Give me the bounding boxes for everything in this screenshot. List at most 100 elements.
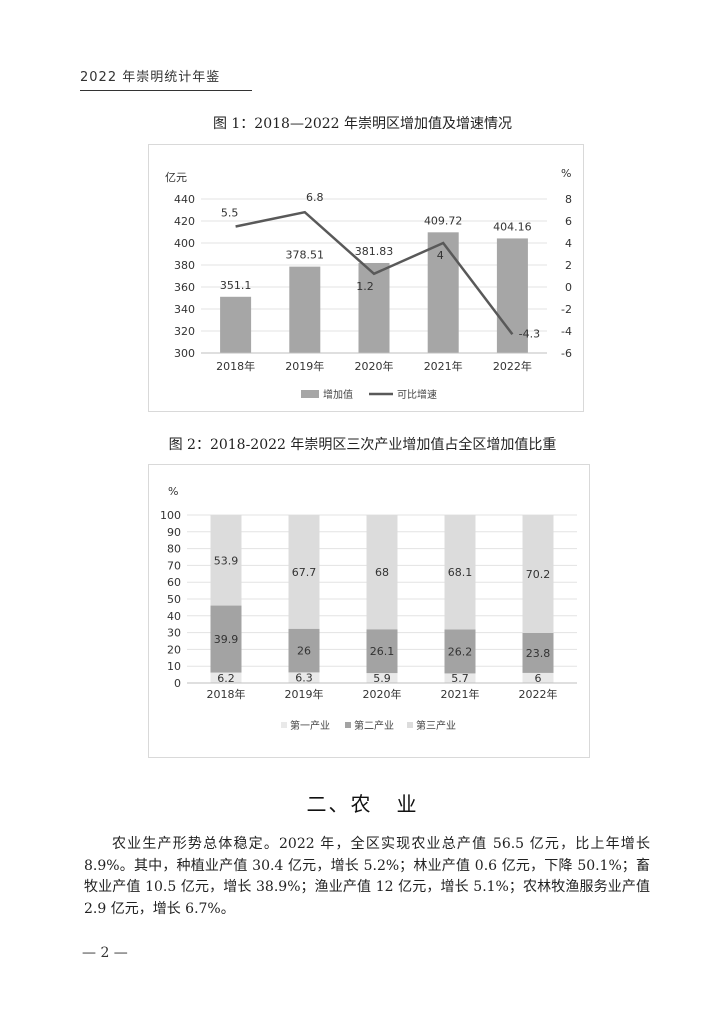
segment-data-label: 68.1 bbox=[448, 566, 473, 579]
line-data-label: 5.5 bbox=[221, 207, 239, 220]
x-tick-label: 2022年 bbox=[493, 359, 532, 373]
x-tick-label: 2019年 bbox=[285, 687, 324, 701]
bar-value bbox=[358, 262, 390, 353]
bar-data-label: 381.83 bbox=[355, 245, 394, 258]
agriculture-paragraph: 农业生产形势总体稳定。2022 年，全区实现农业总产值 56.5 亿元，比上年增… bbox=[84, 836, 650, 917]
x-tick-label: 2019年 bbox=[285, 359, 324, 373]
y-right-tick-label: 8 bbox=[565, 193, 572, 206]
y-left-tick-label: 400 bbox=[174, 237, 195, 250]
legend-swatch bbox=[407, 722, 413, 728]
figure-1-svg: 300 320 340 360 380 400 420 440 -6 -4 -2 0 2 4 6 8 亿元 % 35… bbox=[165, 167, 572, 401]
line-data-label: -4.3 bbox=[519, 327, 540, 340]
running-header: 2022 年崇明统计年鉴 bbox=[80, 66, 252, 91]
figure-2-svg: 0 10 20 30 40 50 60 70 80 90 100% 6.2 39.9 53.9 2018年 6… bbox=[160, 485, 577, 732]
stacked-bar-segment bbox=[366, 629, 398, 674]
segment-data-label: 39.9 bbox=[214, 633, 239, 646]
x-tick-label: 2020年 bbox=[363, 687, 402, 701]
legend-label: 第二产业 bbox=[354, 719, 394, 732]
y-tick-label: 80 bbox=[167, 543, 181, 556]
stacked-bar-segment bbox=[210, 672, 242, 683]
stacked-bar-segment bbox=[288, 672, 320, 683]
bar-data-label: 404.16 bbox=[493, 220, 532, 233]
y-left-tick-label: 340 bbox=[174, 303, 195, 316]
x-tick-label: 2022年 bbox=[519, 687, 558, 701]
line-data-label: 6.8 bbox=[306, 191, 324, 204]
legend-label: 可比增速 bbox=[397, 388, 437, 401]
figure-2-chart: 0 10 20 30 40 50 60 70 80 90 100% 6.2 39.9 53.9 2018年 6… bbox=[148, 464, 590, 758]
y-tick-label: 90 bbox=[167, 526, 181, 539]
section-title-part-2: 业 bbox=[396, 792, 419, 816]
segment-data-label: 70.2 bbox=[526, 568, 551, 581]
stacked-bar-segment bbox=[522, 632, 554, 673]
bar-value bbox=[289, 266, 321, 353]
page-number: — 2 — bbox=[82, 945, 128, 961]
y-tick-label: 50 bbox=[167, 593, 181, 606]
legend-label: 第三产业 bbox=[416, 719, 456, 732]
legend-swatch-bar bbox=[301, 390, 319, 398]
figure-1-chart: 300 320 340 360 380 400 420 440 -6 -4 -2 0 2 4 6 8 亿元% 35… bbox=[148, 144, 584, 412]
y-tick-label: 70 bbox=[167, 559, 181, 572]
stacked-bar-segment bbox=[210, 605, 242, 673]
segment-data-label: 5.7 bbox=[451, 672, 469, 685]
y-right-tick-label: -2 bbox=[561, 303, 572, 316]
y-right-tick-label: 4 bbox=[565, 237, 572, 250]
y-right-unit: % bbox=[561, 167, 571, 180]
y-right-tick-label: -6 bbox=[561, 347, 572, 360]
legend-label: 增加值 bbox=[323, 388, 353, 401]
y-tick-label: 20 bbox=[167, 643, 181, 656]
y-right-tick-label: -4 bbox=[561, 325, 572, 338]
y-tick-label: 0 bbox=[174, 677, 181, 690]
y-unit: % bbox=[168, 485, 178, 498]
bar-value bbox=[220, 296, 252, 353]
y-left-tick-label: 440 bbox=[174, 193, 195, 206]
segment-data-label: 6.2 bbox=[217, 672, 235, 685]
x-tick-label: 2018年 bbox=[207, 687, 246, 701]
x-tick-label: 2021年 bbox=[424, 359, 463, 373]
segment-data-label: 26.2 bbox=[448, 645, 473, 658]
section-number: 二、 bbox=[306, 792, 351, 816]
x-tick-label: 2020年 bbox=[355, 359, 394, 373]
x-tick-label: 2021年 bbox=[441, 687, 480, 701]
growth-rate-line bbox=[235, 210, 514, 336]
x-tick-label: 2018年 bbox=[216, 359, 255, 373]
stacked-bar-segment bbox=[366, 673, 398, 683]
y-tick-label: 40 bbox=[167, 610, 181, 623]
y-right-tick-label: 0 bbox=[565, 281, 572, 294]
y-tick-label: 60 bbox=[167, 576, 181, 589]
segment-data-label: 53.9 bbox=[214, 554, 239, 567]
stacked-bar-segment bbox=[444, 629, 476, 674]
figure-1-title: 图 1：2018—2022 年崇明区增加值及增速情况 bbox=[212, 116, 513, 132]
segment-data-label: 68 bbox=[375, 566, 389, 579]
segment-data-label: 23.8 bbox=[526, 647, 551, 660]
section-title-part-1: 农 bbox=[350, 792, 373, 816]
stacked-bar-segment bbox=[288, 515, 320, 629]
stacked-bar-segment bbox=[444, 515, 476, 630]
figure-2-title: 图 2：2018-2022 年崇明区三次产业增加值占全区增加值比重 bbox=[168, 437, 557, 453]
line-data-label: 1.2 bbox=[356, 280, 374, 293]
stacked-bar-segment bbox=[522, 672, 554, 683]
segment-data-label: 6.3 bbox=[295, 672, 313, 685]
y-tick-label: 100 bbox=[160, 509, 181, 522]
segment-data-label: 5.9 bbox=[373, 672, 391, 685]
y-right-tick-label: 6 bbox=[565, 215, 572, 228]
bar-data-label: 351.1 bbox=[220, 279, 252, 292]
bar-data-label: 378.51 bbox=[286, 249, 325, 262]
bar-value bbox=[427, 232, 459, 353]
y-left-unit: 亿元 bbox=[165, 171, 187, 184]
y-left-tick-label: 420 bbox=[174, 215, 195, 228]
stacked-bar-segment bbox=[288, 628, 320, 673]
stacked-bar-segment bbox=[522, 515, 554, 633]
bar-data-label: 409.72 bbox=[424, 214, 463, 227]
y-left-tick-label: 300 bbox=[174, 347, 195, 360]
segment-data-label: 67.7 bbox=[292, 566, 317, 579]
stacked-bar-segment bbox=[366, 515, 398, 630]
stacked-bar-segment bbox=[210, 515, 242, 606]
y-tick-label: 10 bbox=[167, 660, 181, 673]
y-left-tick-label: 360 bbox=[174, 281, 195, 294]
section-heading: 二、农业 bbox=[0, 788, 725, 817]
legend-swatch bbox=[345, 722, 351, 728]
y-left-tick-label: 380 bbox=[174, 259, 195, 272]
segment-data-label: 26 bbox=[297, 645, 311, 658]
segment-data-label: 26.1 bbox=[370, 645, 395, 658]
y-right-tick-label: 2 bbox=[565, 259, 572, 272]
